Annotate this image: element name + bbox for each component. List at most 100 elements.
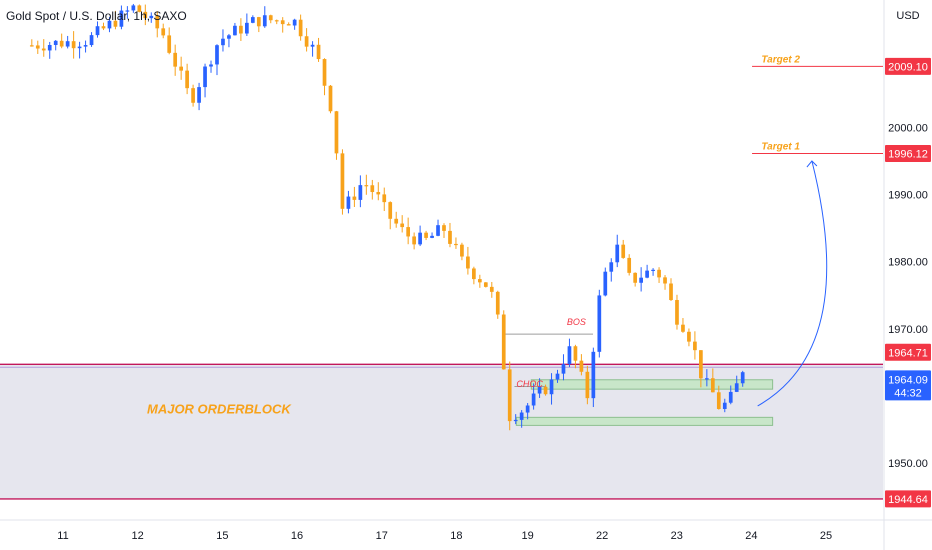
target-1-price-badge: [885, 145, 931, 163]
candle-body: [245, 22, 249, 34]
candle-body: [256, 17, 261, 27]
candle-body: [657, 269, 661, 278]
candle-body: [418, 232, 422, 245]
candle-body: [89, 35, 94, 46]
candle-body: [268, 15, 273, 21]
candle-body: [71, 41, 76, 49]
candle-body: [669, 283, 673, 301]
x-tick-label: 15: [216, 530, 228, 542]
candle-body: [53, 40, 58, 45]
candle-body: [406, 227, 411, 237]
candle-body: [161, 28, 166, 36]
candle-body: [436, 225, 440, 236]
candle-body: [358, 185, 363, 200]
candle-body: [675, 300, 679, 325]
candle-body: [585, 371, 590, 399]
candle-body: [633, 272, 638, 283]
candle-body: [537, 386, 542, 394]
candle-body: [328, 85, 333, 112]
candle-body: [41, 48, 46, 51]
x-tick-label: 24: [745, 530, 757, 542]
candle-body: [185, 70, 189, 89]
candle-body: [561, 364, 566, 374]
x-tick-label: 19: [521, 530, 533, 542]
candle-body: [543, 386, 548, 395]
candle-body: [483, 282, 488, 287]
last-price: 1964.09: [888, 374, 928, 386]
y-tick-label: 2000.00: [888, 122, 928, 134]
arrow-head-icon: [806, 160, 818, 168]
candle-body: [346, 196, 351, 209]
candle-body: [191, 88, 195, 103]
candle-body: [113, 20, 118, 27]
zone-top-price: 1964.71: [888, 347, 928, 359]
x-tick-label: 11: [57, 530, 68, 542]
candle-body: [310, 44, 315, 47]
candle-body: [477, 279, 482, 283]
candle-body: [65, 41, 70, 47]
x-tick-label: 12: [131, 530, 143, 542]
candle-body: [298, 19, 303, 37]
candle-body: [722, 402, 727, 409]
candle-body: [663, 277, 667, 284]
candle-body: [197, 87, 201, 103]
target-2-label: Target 2: [761, 54, 800, 65]
candle-body: [250, 17, 255, 23]
candle-body: [693, 341, 697, 351]
target-1-price: 1996.12: [888, 149, 928, 161]
candle-body: [615, 244, 620, 263]
candle-body: [83, 45, 88, 47]
candle-body: [424, 232, 428, 238]
candle-body: [101, 26, 106, 29]
candle-body: [687, 331, 691, 342]
zone-bottom-price: 1944.64: [888, 494, 928, 506]
candle-body: [364, 185, 369, 187]
candle-body: [501, 314, 506, 370]
candle-body: [466, 256, 470, 269]
candle-body: [388, 202, 393, 219]
candle-body: [513, 419, 518, 422]
candle-body: [77, 46, 82, 49]
price-axis-panel: [884, 0, 932, 550]
candle-body: [376, 192, 381, 195]
candle-body: [704, 378, 709, 380]
x-tick-label: 17: [376, 530, 388, 542]
y-tick-label: 1970.00: [888, 324, 928, 336]
major-orderblock-label: MAJOR ORDERBLOCK: [147, 401, 292, 416]
target-1-label: Target 1: [761, 142, 800, 153]
x-tick-label: 16: [291, 530, 303, 542]
candle-body: [549, 379, 554, 395]
candle-body: [221, 38, 225, 46]
candle-body: [579, 360, 584, 372]
candle-body: [370, 185, 375, 193]
candle-body: [155, 15, 160, 29]
candle-body: [645, 270, 649, 278]
x-tick-label: 25: [820, 530, 832, 542]
candle-body: [555, 373, 560, 380]
candle-body: [603, 271, 608, 296]
candle-body: [179, 66, 184, 71]
candle-body: [227, 35, 231, 39]
projection-arrow: [757, 160, 828, 407]
candle-body: [400, 223, 405, 228]
candle-body: [597, 295, 602, 352]
candle-body: [442, 225, 446, 231]
candle-body: [472, 268, 476, 280]
zone-bottom-price-badge: [885, 490, 931, 508]
candle-body: [316, 44, 321, 60]
candle-body: [274, 20, 279, 22]
candle-body: [573, 346, 578, 361]
candle-body: [699, 350, 703, 379]
candle-body: [716, 392, 721, 409]
y-tick-label: 1990.00: [888, 190, 928, 202]
candle-body: [495, 291, 500, 315]
candle-body: [215, 45, 219, 65]
candle-body: [621, 244, 626, 258]
candle-body: [448, 230, 452, 244]
lower-order-block: [515, 416, 774, 426]
choc-label: CHOC: [516, 379, 543, 389]
candle-body: [239, 25, 243, 34]
candle-body: [639, 277, 643, 283]
candle-body: [262, 15, 267, 27]
